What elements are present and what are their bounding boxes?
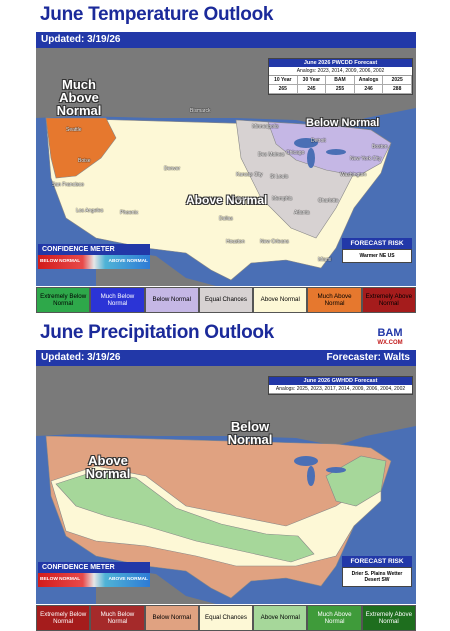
- above-normal-label: Above Normal: [85, 453, 131, 481]
- above-normal-region: [55, 470, 315, 563]
- gwhdd-analogs: Analogs: 2025, 2023, 2017, 2014, 2009, 2…: [269, 385, 412, 394]
- pwcdd-table: June 2026 PWCDD Forecast Analogs: 2023, …: [268, 58, 413, 95]
- forecast-risk-text: Drier S. Plains Wetter Desert SW: [342, 567, 412, 587]
- lake: [294, 456, 318, 466]
- legend-equal: Equal Chances: [198, 287, 254, 313]
- pwcdd-header: Analogs: [354, 76, 384, 85]
- lake: [307, 148, 315, 168]
- legend-above: Above Normal: [253, 605, 308, 631]
- city-st-louis: St Louis: [270, 174, 289, 180]
- city-tulsa: Tulsa: [232, 196, 245, 202]
- pwcdd-value: 245: [297, 85, 327, 94]
- pwcdd-analogs: Analogs: 2023, 2014, 2009, 2006, 2002: [269, 67, 412, 76]
- lake: [326, 467, 346, 473]
- city-minneapolis: Minneapolis: [252, 124, 279, 130]
- city-miami: Miami: [318, 257, 332, 263]
- legend-extremely-below: Extremely Below Normal: [36, 605, 91, 631]
- gwhdd-title: June 2026 GWHDD Forecast: [269, 377, 412, 385]
- logo-subtext: WX.COM: [377, 340, 402, 346]
- much-above-normal-label: Much Above Normal: [56, 77, 102, 118]
- city-seattle: Seattle: [66, 127, 82, 133]
- temperature-confidence-meter: CONFIDENCE METER BELOW NORMAL ABOVE NORM…: [38, 244, 150, 269]
- city-detroit: Detroit: [311, 138, 326, 144]
- precipitation-forecast-risk: FORECAST RISK Drier S. Plains Wetter Des…: [342, 556, 412, 587]
- city-chicago: Chicago: [286, 150, 305, 156]
- above-normal-label: Above Normal: [186, 193, 268, 207]
- pwcdd-header: 10 Year: [269, 76, 298, 85]
- bam-logo: BAM WX.COM: [368, 324, 412, 346]
- forecast-risk-title: FORECAST RISK: [342, 238, 412, 249]
- city-phoenix: Phoenix: [120, 210, 139, 216]
- much-above-normal-region: [45, 117, 117, 179]
- legend-extremely-above: Extremely Above Normal: [361, 287, 416, 313]
- pwcdd-title: June 2026 PWCDD Forecast: [269, 59, 412, 67]
- pwcdd-value: 288: [383, 85, 412, 94]
- legend-extremely-above: Extremely Above Normal: [361, 605, 416, 631]
- city-memphis: Memphis: [272, 196, 293, 202]
- logo-bg: [368, 324, 412, 346]
- forecaster-text: Forecaster: Walts: [326, 352, 410, 363]
- legend-equal: Equal Chances: [198, 605, 254, 631]
- city-kansas-city: Kansas City: [236, 172, 263, 178]
- legend-below: Below Normal: [144, 287, 199, 313]
- city-los-angeles: Los Angeles: [76, 208, 104, 214]
- precipitation-panel: Updated: 3/19/26 Forecaster: Walts Below…: [36, 350, 416, 604]
- legend-much-above: Much Above Normal: [307, 605, 362, 631]
- city-dallas: Dallas: [219, 216, 233, 222]
- precipitation-legend: Extremely Below Normal Much Below Normal…: [36, 605, 416, 631]
- pwcdd-header: BAM: [326, 76, 355, 85]
- temperature-forecast-risk: FORECAST RISK Warmer NE US: [342, 238, 412, 263]
- precipitation-confidence-meter: CONFIDENCE METER BELOW NORMAL ABOVE NORM…: [38, 562, 150, 587]
- temperature-heading: June Temperature Outlook: [40, 4, 274, 25]
- city-san-francisco: San Francisco: [52, 182, 84, 188]
- logo-text: BAM: [377, 327, 402, 339]
- confidence-left-label: BELOW NORMAL: [40, 259, 81, 264]
- precipitation-heading: June Precipitation Outlook: [40, 322, 274, 343]
- confidence-right-label: ABOVE NORMAL: [108, 259, 148, 264]
- confidence-right-label: ABOVE NORMAL: [108, 577, 148, 582]
- gwhdd-box: June 2026 GWHDD Forecast Analogs: 2025, …: [268, 376, 413, 395]
- city-des-moines: Des Moines: [258, 152, 285, 158]
- pwcdd-value: 246: [354, 85, 384, 94]
- confidence-left-label: BELOW NORMAL: [40, 577, 81, 582]
- lake: [326, 149, 346, 155]
- temperature-updated-bar: Updated: 3/19/26: [36, 32, 416, 48]
- city-bismarck: Bismarck: [190, 108, 211, 114]
- lake: [294, 138, 318, 148]
- legend-below: Below Normal: [144, 605, 199, 631]
- precipitation-updated-bar: Updated: 3/19/26 Forecaster: Walts: [36, 350, 416, 366]
- temperature-legend: Extremely Below Normal Much Below Normal…: [36, 287, 416, 313]
- legend-much-above: Much Above Normal: [307, 287, 362, 313]
- pwcdd-value: 265: [269, 85, 298, 94]
- legend-much-below: Much Below Normal: [90, 605, 145, 631]
- city-new-york: New York City: [350, 156, 382, 162]
- city-atlanta: Atlanta: [294, 210, 310, 216]
- city-houston: Houston: [226, 239, 245, 245]
- lake: [307, 466, 315, 486]
- below-normal-region: [267, 121, 392, 177]
- legend-extremely-below: Extremely Below Normal: [36, 287, 91, 313]
- confidence-title: CONFIDENCE METER: [38, 244, 150, 255]
- precipitation-updated-text: Updated: 3/19/26: [41, 352, 121, 363]
- city-boston: Boston: [372, 144, 388, 150]
- pwcdd-header: 30 Year: [297, 76, 327, 85]
- city-washington: Washington: [340, 172, 367, 178]
- legend-above: Above Normal: [253, 287, 308, 313]
- temperature-panel: Updated: 3/19/26 Much Above Normal Below…: [36, 32, 416, 286]
- city-new-orleans: New Orleans: [260, 239, 289, 245]
- below-normal-label: Below Normal: [227, 419, 273, 447]
- city-denver: Denver: [164, 166, 181, 172]
- forecast-risk-text: Warmer NE US: [342, 249, 412, 263]
- temperature-updated-text: Updated: 3/19/26: [41, 34, 121, 45]
- confidence-title: CONFIDENCE METER: [38, 562, 150, 573]
- below-normal-label: Below Normal: [306, 117, 380, 129]
- city-charlotte: Charlotte: [318, 198, 339, 204]
- city-boise: Boise: [78, 158, 91, 164]
- legend-much-below: Much Below Normal: [90, 287, 145, 313]
- pwcdd-value: 255: [326, 85, 355, 94]
- pwcdd-header: 2025: [383, 76, 412, 85]
- forecast-risk-title: FORECAST RISK: [342, 556, 412, 567]
